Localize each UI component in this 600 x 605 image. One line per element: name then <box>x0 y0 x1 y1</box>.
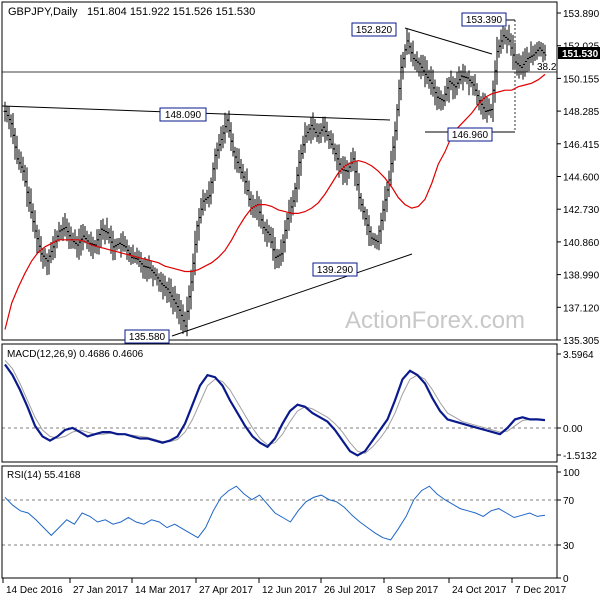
symbol-label: GBPJPY,Daily <box>8 6 78 18</box>
svg-text:153.390: 153.390 <box>466 15 503 26</box>
last-price-tag: 151.530 <box>558 47 600 60</box>
svg-text:151.530: 151.530 <box>562 49 599 60</box>
macd-tick-label: -1.5132 <box>563 451 597 462</box>
price-tick-label: 137.120 <box>563 303 600 314</box>
x-tick-label: 12 Jun 2017 <box>262 585 317 596</box>
label-146960: 146.960 <box>447 127 493 142</box>
x-tick-label: 27 Apr 2017 <box>199 585 253 596</box>
x-tick-label: 8 Sep 2017 <box>387 585 439 596</box>
macd-tick-label: 0.00 <box>563 424 583 435</box>
x-tick-label: 26 Jul 2017 <box>324 585 376 596</box>
label-139290: 139.290 <box>312 262 358 277</box>
watermark-text: ActionForex.com <box>345 307 525 334</box>
rsi-tick-label: 30 <box>563 541 575 552</box>
x-tick-label: 24 Oct 2017 <box>452 585 507 596</box>
label-152820: 152.820 <box>351 22 397 37</box>
svg-text:135.580: 135.580 <box>129 332 166 343</box>
rsi-tick-label: 70 <box>563 496 575 507</box>
trendline-top <box>404 27 493 55</box>
price-tick-label: 135.305 <box>563 336 600 347</box>
price-tick-label: 144.600 <box>563 173 600 184</box>
macd-main-line <box>4 363 546 457</box>
label-135580: 135.580 <box>124 329 170 344</box>
rsi-tick-label: 0 <box>563 574 569 585</box>
rsi-panel-frame <box>1 465 558 579</box>
price-bars-group <box>3 22 547 337</box>
price-panel-frame <box>1 1 558 341</box>
macd-tick-label: 3.5964 <box>563 350 594 361</box>
sma-line <box>4 73 546 330</box>
trendline-lower <box>171 253 413 337</box>
x-tick-label: 14 Mar 2017 <box>135 585 192 596</box>
macd-panel-frame <box>1 343 558 463</box>
label-148090: 148.090 <box>159 107 207 122</box>
ohlc-label: 151.804 151.922 151.526 151.530 <box>87 6 255 18</box>
price-tick-label: 153.890 <box>563 9 600 20</box>
price-tick-label: 148.285 <box>563 107 600 118</box>
price-tick-label: 146.415 <box>563 140 600 151</box>
svg-text:146.960: 146.960 <box>452 130 489 141</box>
x-tick-label: 27 Jan 2017 <box>73 585 128 596</box>
rsi-tick-label: 100 <box>563 468 580 479</box>
price-tick-label: 150.155 <box>563 74 600 85</box>
svg-text:139.290: 139.290 <box>317 265 354 276</box>
svg-text:148.090: 148.090 <box>165 110 202 121</box>
label-153390: 153.390 <box>461 12 507 27</box>
x-tick-label: 14 Dec 2016 <box>6 585 63 596</box>
macd-title: MACD(12,26,9) 0.4686 0.4606 <box>7 349 144 360</box>
svg-text:152.820: 152.820 <box>356 25 393 36</box>
price-tick-label: 142.730 <box>563 205 600 216</box>
x-tick-label: 7 Dec 2017 <box>515 585 567 596</box>
fib-label: 38.2 <box>537 62 557 73</box>
rsi-line <box>4 485 546 541</box>
price-tick-label: 138.990 <box>563 271 600 282</box>
rsi-title: RSI(14) 55.4168 <box>7 470 81 481</box>
price-tick-label: 140.860 <box>563 238 600 249</box>
